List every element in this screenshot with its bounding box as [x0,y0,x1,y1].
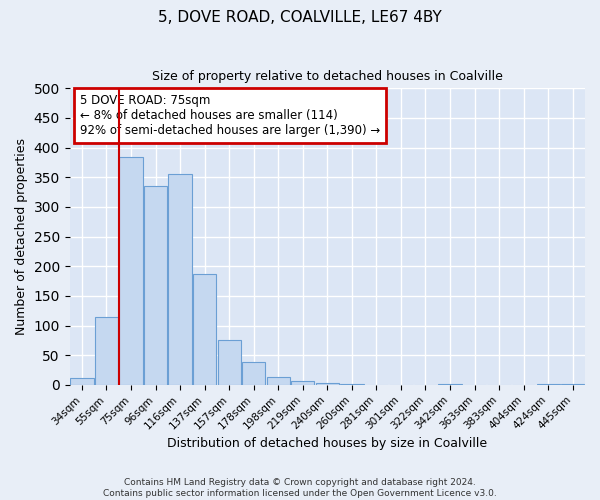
Bar [144,186,167,385]
Bar [95,316,118,385]
Bar [218,340,241,385]
X-axis label: Distribution of detached houses by size in Coalville: Distribution of detached houses by size … [167,437,487,450]
Bar [439,384,461,385]
Bar [561,384,584,385]
Bar [169,174,192,385]
Bar [70,378,94,385]
Bar [340,384,364,385]
Bar [119,156,143,385]
Bar [266,377,290,385]
Bar [316,383,339,385]
Bar [536,384,560,385]
Text: Contains HM Land Registry data © Crown copyright and database right 2024.
Contai: Contains HM Land Registry data © Crown c… [103,478,497,498]
Bar [242,362,265,385]
Bar [193,274,216,385]
Text: 5 DOVE ROAD: 75sqm
← 8% of detached houses are smaller (114)
92% of semi-detache: 5 DOVE ROAD: 75sqm ← 8% of detached hous… [80,94,380,138]
Text: 5, DOVE ROAD, COALVILLE, LE67 4BY: 5, DOVE ROAD, COALVILLE, LE67 4BY [158,10,442,25]
Y-axis label: Number of detached properties: Number of detached properties [15,138,28,335]
Title: Size of property relative to detached houses in Coalville: Size of property relative to detached ho… [152,70,503,83]
Bar [291,380,314,385]
